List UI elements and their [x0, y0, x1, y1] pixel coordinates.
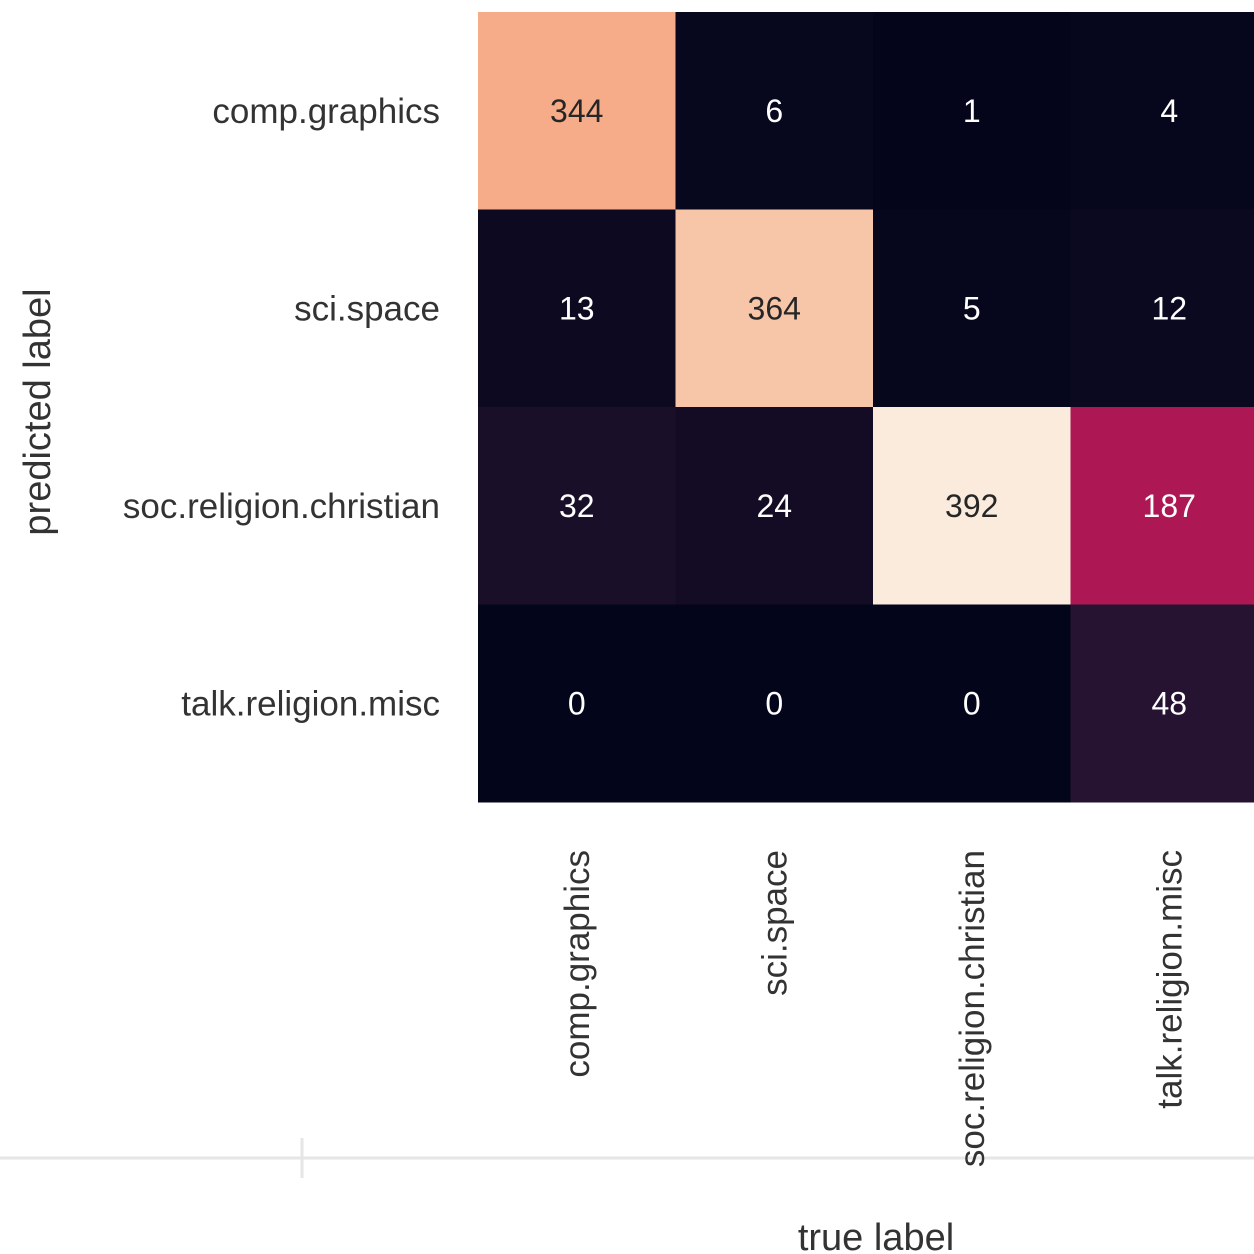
cell-value-label: 5 — [963, 290, 981, 326]
cell-value-label: 364 — [748, 290, 801, 326]
heatmap-cell — [478, 209, 676, 408]
heatmap-cell — [873, 209, 1071, 408]
heatmap-cell — [675, 407, 874, 605]
cell-value-label: 0 — [963, 685, 981, 721]
cell-value-label: 344 — [550, 93, 603, 129]
heatmap-cell — [873, 407, 1071, 605]
cell-value-label: 0 — [765, 685, 783, 721]
cell-value-label: 32 — [559, 488, 595, 524]
heatmap-cell — [478, 604, 676, 803]
heatmap-cell — [1070, 407, 1254, 605]
cell-value-label: 4 — [1160, 93, 1178, 129]
heatmap-cells: 344 6 1 4 13 364 5 12 32 24 392 187 0 0 0 48 — [478, 12, 1254, 803]
x-axis-label: true label — [798, 1217, 954, 1254]
heatmap-cell — [873, 12, 1071, 210]
cell-value-label: 1 — [963, 93, 981, 129]
heatmap-cell — [873, 604, 1071, 803]
y-axis-label: predicted label — [17, 288, 59, 535]
heatmap-cell — [1070, 604, 1254, 803]
heatmap-cell — [1070, 209, 1254, 408]
heatmap-cell — [478, 12, 676, 210]
x-tick-label: comp.graphics — [558, 850, 597, 1078]
y-tick-label: soc.religion.christian — [123, 487, 440, 526]
x-tick-label: sci.space — [755, 850, 794, 996]
cell-value-label: 24 — [756, 488, 792, 524]
heatmap-cell — [675, 12, 874, 210]
heatmap-cell — [675, 209, 874, 408]
cell-value-label: 13 — [559, 290, 595, 326]
cell-value-label: 187 — [1143, 488, 1196, 524]
y-tick-label: talk.religion.misc — [181, 684, 440, 723]
y-tick-label: sci.space — [294, 289, 440, 328]
cell-value-label: 392 — [945, 488, 998, 524]
cell-value-label: 6 — [765, 93, 783, 129]
y-tick-labels: comp.graphics sci.space soc.religion.chris… — [123, 92, 440, 724]
heatmap-cell — [675, 604, 874, 803]
heatmap-cell — [478, 407, 676, 605]
x-tick-labels: comp.graphics sci.space soc.religion.chris… — [558, 850, 1190, 1167]
y-tick-label: comp.graphics — [212, 92, 440, 131]
x-tick-label: soc.religion.christian — [953, 850, 992, 1167]
heatmap-cell — [1070, 12, 1254, 210]
cell-value-label: 0 — [568, 685, 586, 721]
cell-value-label: 12 — [1151, 290, 1187, 326]
x-tick-label: talk.religion.misc — [1150, 850, 1189, 1109]
cell-value-label: 48 — [1151, 685, 1187, 721]
